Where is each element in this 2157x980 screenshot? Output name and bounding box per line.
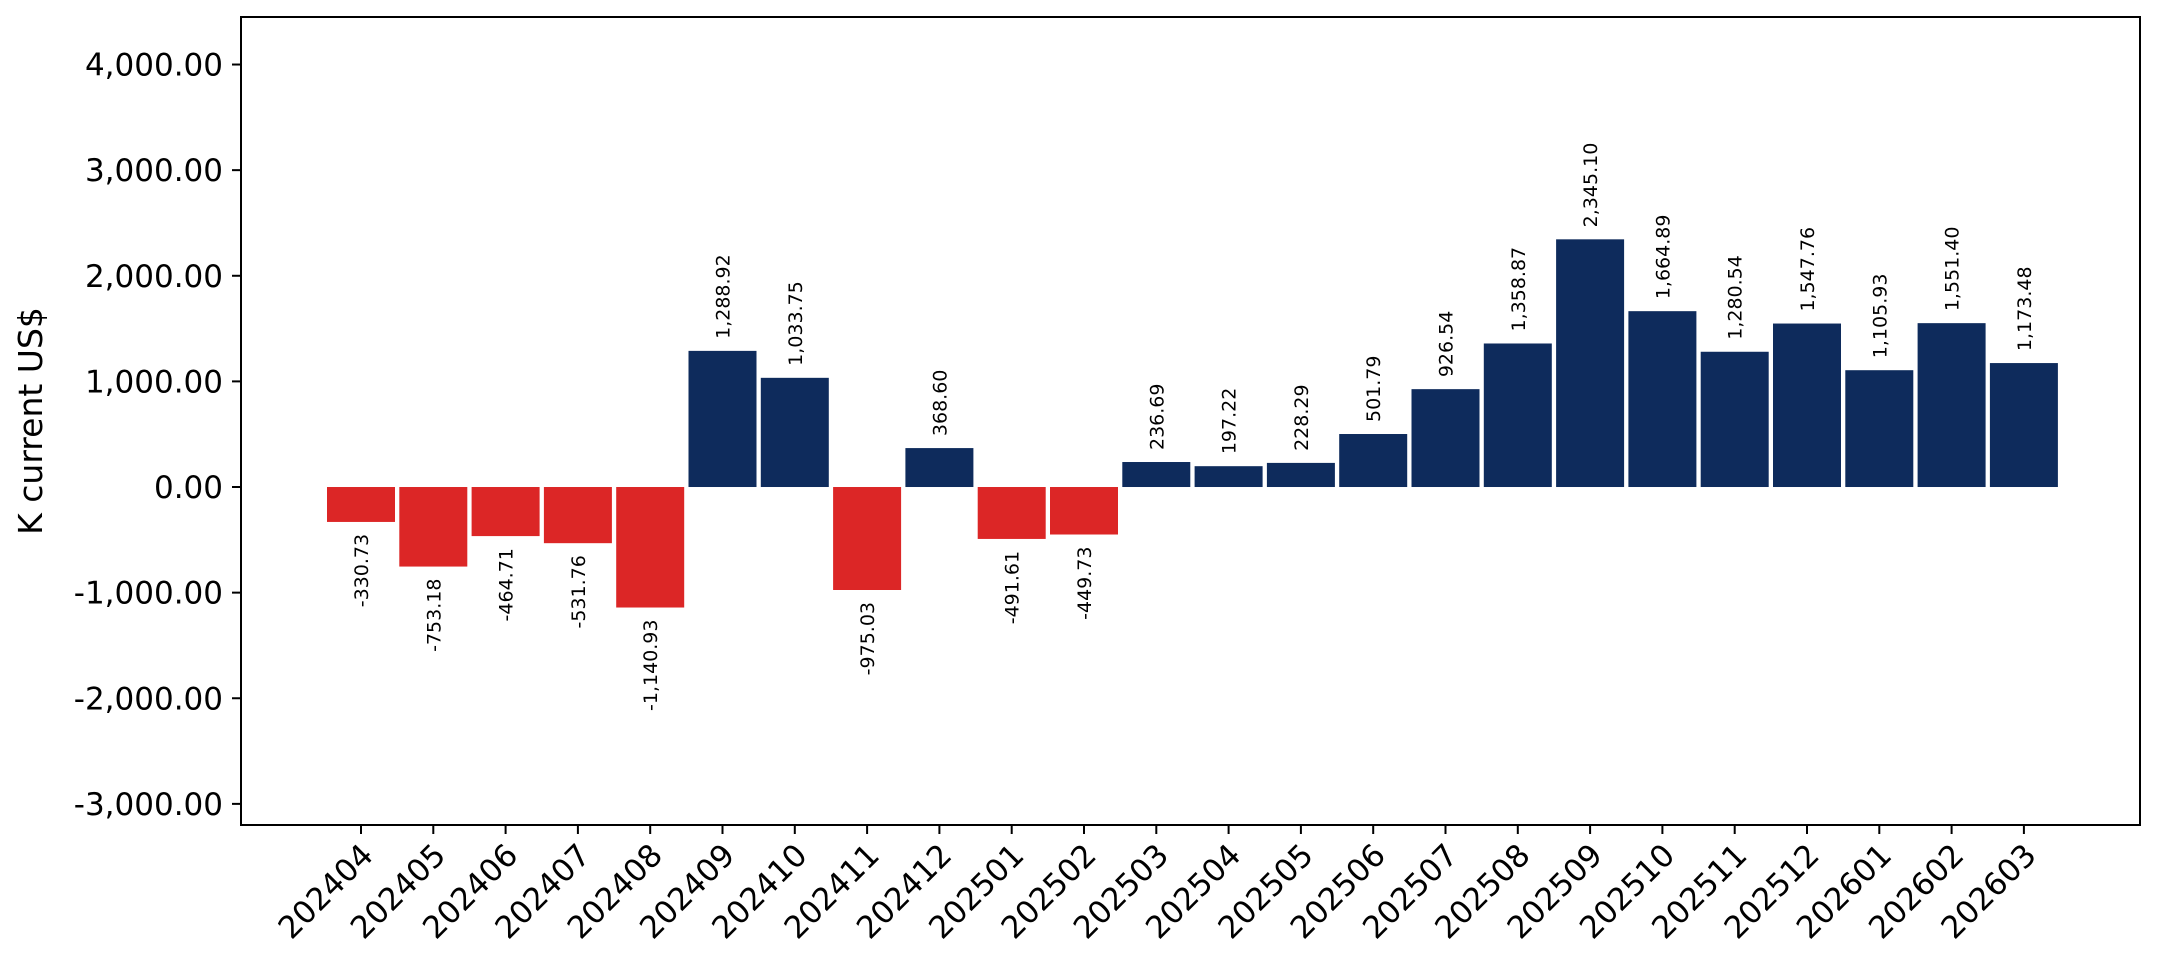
data-label: 1,547.76: [1797, 227, 1819, 312]
bar-202407: [543, 487, 612, 544]
bar-202412: [905, 448, 974, 488]
data-label: -531.76: [568, 555, 590, 628]
data-label: 1,173.48: [2014, 266, 2036, 351]
bar-202505: [1266, 462, 1335, 488]
bar-202408: [616, 487, 685, 608]
x-axis: 2024042024052024062024072024082024092024…: [272, 825, 2044, 946]
data-labels-layer: -330.73 -753.18 -464.71 -531.76 -1,140.93 1,2…: [351, 143, 2036, 711]
data-label: 501.79: [1363, 356, 1385, 422]
data-label: 1,033.75: [785, 281, 807, 366]
data-label: -449.73: [1074, 547, 1096, 620]
bar-202509: [1556, 239, 1625, 488]
bar-202404: [327, 487, 395, 522]
bar-202601: [1845, 370, 1914, 488]
data-label: 1,551.40: [1942, 227, 1964, 312]
data-label: 1,280.54: [1725, 255, 1747, 340]
bar-202410: [760, 377, 829, 488]
bar-202409: [688, 350, 757, 488]
bar-202501: [977, 487, 1046, 539]
bar-202504: [1194, 466, 1263, 488]
bar-202508: [1483, 343, 1552, 488]
bar-202502: [1050, 487, 1118, 535]
bar-202411: [833, 487, 902, 590]
data-label: 1,664.89: [1652, 215, 1674, 300]
bar-202602: [1917, 323, 1986, 488]
bar-202510: [1628, 311, 1697, 488]
y-tick-label: 0.00: [154, 470, 223, 506]
y-axis: -3,000.00 -2,000.00 -1,000.00 0.00 1,000.00 2…: [74, 48, 241, 823]
bar-202507: [1411, 389, 1480, 488]
bars-layer: [327, 239, 2058, 608]
data-label: 368.60: [929, 370, 951, 436]
data-label: -1,140.93: [640, 620, 662, 711]
y-tick-label: -3,000.00: [74, 787, 223, 823]
y-tick-label: -1,000.00: [74, 576, 223, 612]
bar-202512: [1773, 323, 1841, 488]
data-label: 926.54: [1436, 311, 1458, 377]
data-label: 1,358.87: [1508, 247, 1530, 332]
bar-202503: [1122, 462, 1191, 488]
y-tick-label: 2,000.00: [85, 259, 223, 295]
bar-202511: [1700, 351, 1769, 488]
data-label: 197.22: [1219, 388, 1241, 454]
y-tick-label: 3,000.00: [85, 153, 223, 189]
y-tick-label: -2,000.00: [74, 681, 223, 717]
bar-202506: [1339, 434, 1408, 488]
data-label: -975.03: [857, 602, 879, 675]
bar-202603: [1989, 363, 2058, 488]
bar-202405: [399, 487, 468, 567]
data-label: -753.18: [423, 579, 445, 652]
y-tick-label: 4,000.00: [85, 48, 223, 84]
data-label: -464.71: [496, 548, 518, 621]
bar-202406: [471, 487, 540, 537]
data-label: 236.69: [1146, 384, 1168, 450]
data-label: 228.29: [1291, 384, 1313, 450]
y-tick-label: 1,000.00: [85, 364, 223, 400]
y-axis-title: K current US$: [11, 307, 50, 535]
data-label: -330.73: [351, 534, 373, 607]
data-label: 2,345.10: [1580, 143, 1602, 228]
data-label: 1,288.92: [713, 254, 735, 339]
data-label: -491.61: [1002, 551, 1024, 624]
data-label: 1,105.93: [1869, 274, 1891, 359]
